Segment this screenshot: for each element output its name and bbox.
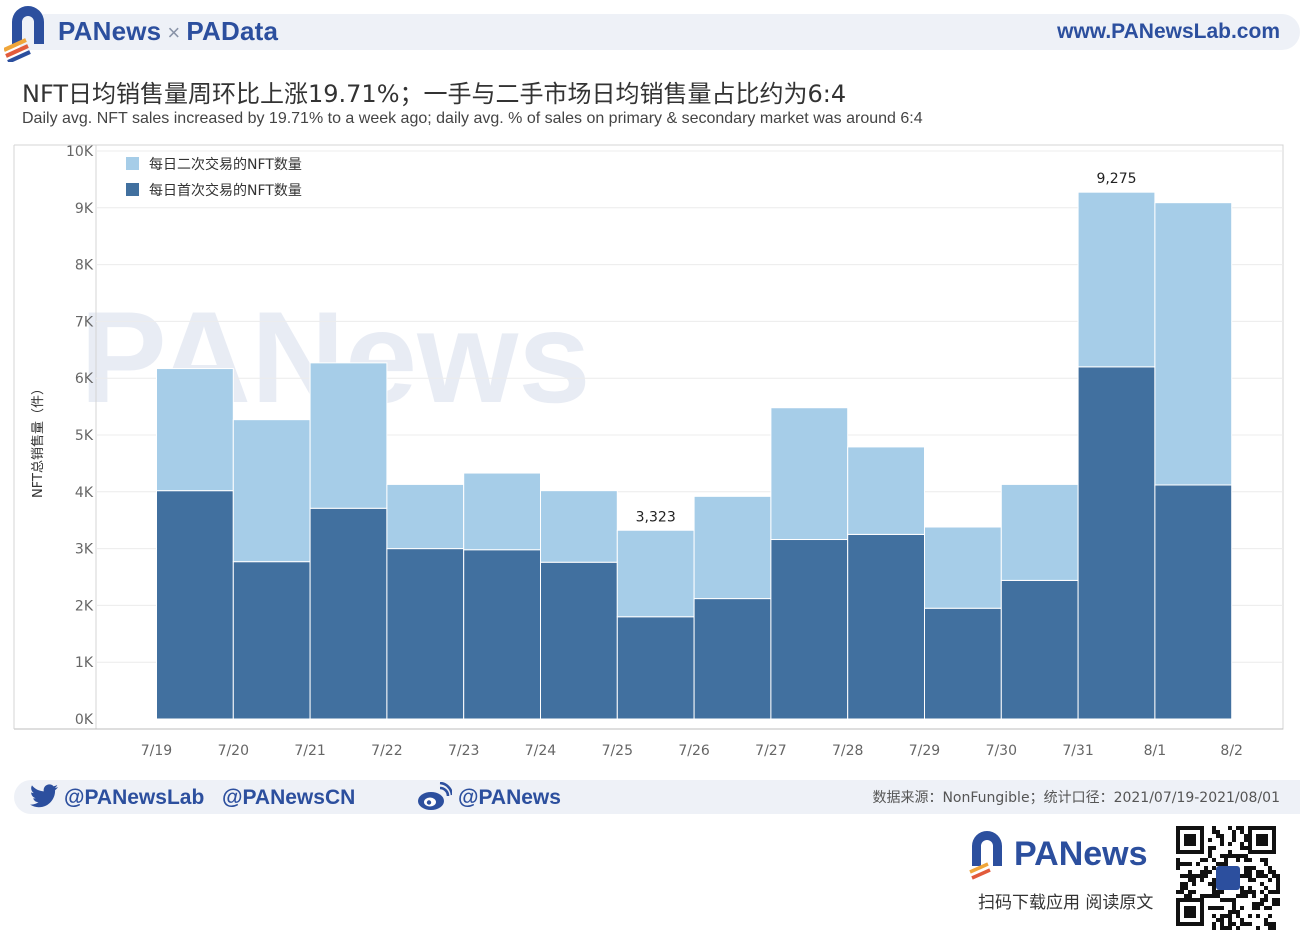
bar-secondary: [924, 526, 1002, 609]
twitter-bird-icon: [30, 784, 58, 808]
header-band: [20, 14, 1300, 50]
bar-secondary: [1154, 202, 1233, 486]
bar-secondary: [616, 529, 695, 618]
x-tick-label: 7/20: [218, 743, 249, 759]
y-tick-label: 9K: [75, 201, 94, 217]
bar-secondary: [693, 495, 772, 600]
header-brand: PANews × PAData: [58, 16, 278, 47]
bar-primary: [386, 548, 465, 720]
panews-logo-icon: [969, 831, 1002, 880]
twitter-handle-cn[interactable]: @PANewsCN: [222, 786, 356, 809]
data-source-note: 数据来源：NonFungible；统计口径：2021/07/19-2021/08…: [872, 790, 1280, 806]
bar-primary: [540, 561, 618, 720]
legend-label-primary: 每日首次交易的NFT数量: [149, 182, 302, 199]
bar-secondary: [847, 446, 926, 535]
y-tick-label: 8K: [75, 258, 94, 274]
legend: 每日二次交易的NFT数量 每日首次交易的NFT数量: [126, 156, 302, 199]
legend-swatch-secondary: [126, 157, 139, 170]
x-tick-labels: 7/19 7/20 7/21 7/22 7/23 7/24 7/25 7/26 …: [141, 743, 1243, 759]
twitter-handle-lab[interactable]: @PANewsLab: [64, 786, 205, 809]
bar-primary: [847, 533, 926, 720]
x-tick-label: 8/2: [1220, 743, 1243, 759]
weibo-icon: [418, 782, 452, 810]
brand-panews: PANews: [58, 16, 162, 46]
x-tick-label: 8/1: [1144, 743, 1167, 759]
panews-logo-icon: [4, 6, 44, 62]
y-tick-label: 5K: [75, 428, 94, 444]
scan-download-text: 扫码下载应用 阅读原文: [978, 893, 1154, 913]
bar-primary: [156, 490, 234, 720]
y-axis-label: NFT总销售量（件）: [30, 382, 46, 498]
chart-title: NFT日均销售量周环比上涨19.71%；一手与二手市场日均销售量占比约为6:4: [22, 80, 847, 108]
y-tick-label: 6K: [75, 371, 94, 387]
y-tick-label: 0K: [75, 712, 94, 728]
bars: [156, 191, 1233, 720]
x-tick-label: 7/23: [448, 743, 479, 759]
chart-subtitle: Daily avg. NFT sales increased by 19.71%…: [22, 110, 923, 127]
footer-brand: PANews: [1014, 835, 1148, 873]
x-tick-label: 7/21: [294, 743, 325, 759]
data-label: 9,275: [1096, 171, 1136, 187]
qr-code-icon[interactable]: [1176, 826, 1280, 930]
weibo-handle[interactable]: @PANews: [458, 786, 561, 809]
bar-secondary: [540, 490, 618, 563]
x-tick-label: 7/24: [525, 743, 557, 759]
bar-primary: [232, 561, 311, 720]
bar-primary: [1000, 579, 1079, 720]
y-tick-label: 10K: [66, 144, 94, 160]
x-tick-label: 7/22: [371, 743, 402, 759]
x-tick-label: 7/29: [909, 743, 940, 759]
bar-secondary: [309, 362, 388, 509]
x-tick-label: 7/30: [986, 743, 1017, 759]
x-tick-label: 7/26: [678, 743, 710, 759]
bar-primary: [924, 607, 1002, 720]
bar-primary: [770, 539, 849, 720]
footer-band: [14, 780, 1300, 814]
bar-secondary: [463, 472, 542, 551]
legend-label-secondary: 每日二次交易的NFT数量: [149, 156, 302, 173]
y-tick-labels: 0K 1K 2K 3K 4K 5K 6K 7K 8K 9K 10K: [66, 144, 94, 728]
bar-primary: [616, 616, 695, 720]
bar-primary: [463, 549, 542, 720]
bar-secondary: [232, 419, 311, 563]
y-tick-label: 2K: [75, 598, 94, 614]
header: PANews × PAData www.PANewsLab.com: [0, 0, 1300, 62]
y-tick-label: 7K: [75, 314, 94, 330]
bar-secondary: [156, 368, 234, 492]
x-tick-label: 7/25: [602, 743, 633, 759]
site-url[interactable]: www.PANewsLab.com: [1057, 20, 1280, 43]
bar-secondary: [1077, 191, 1156, 368]
x-tick-label: 7/19: [141, 743, 172, 759]
bar-primary: [693, 598, 772, 720]
legend-swatch-primary: [126, 183, 139, 196]
x-tick-label: 7/31: [1062, 743, 1093, 759]
data-label: 3,323: [636, 509, 676, 525]
bar-secondary: [770, 407, 849, 541]
bar-secondary: [386, 483, 465, 550]
bar-primary: [309, 507, 388, 720]
bar-secondary: [1000, 483, 1079, 581]
stacked-bar-chart: PANews PAData 0K 1K 2K 3K 4K 5K 6K 7K 8K…: [13, 144, 1284, 759]
brand-separator: ×: [167, 20, 181, 45]
bar-primary: [1154, 484, 1233, 720]
x-tick-label: 7/27: [755, 743, 786, 759]
y-tick-label: 4K: [75, 485, 94, 501]
bar-primary: [1077, 366, 1156, 720]
data-labels: 3,323 9,275: [636, 171, 1137, 525]
x-tick-label: 7/28: [832, 743, 863, 759]
brand-padata: PAData: [186, 16, 279, 46]
y-tick-label: 3K: [75, 542, 94, 558]
y-tick-label: 1K: [75, 655, 94, 671]
